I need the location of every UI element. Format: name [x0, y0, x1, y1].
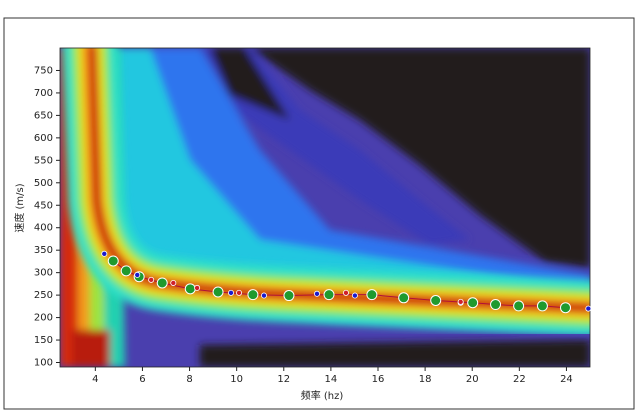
x-tick-label: 6: [139, 374, 145, 385]
picked-point: [366, 289, 378, 301]
x-tick-label: 22: [513, 374, 526, 385]
point: [134, 271, 141, 278]
picked-point: [107, 255, 119, 267]
point: [101, 250, 108, 257]
y-tick-label: 550: [34, 155, 53, 166]
x-tick-label: 20: [466, 374, 479, 385]
picked-point: [430, 295, 442, 307]
point: [194, 284, 201, 291]
y-tick-label: 300: [34, 268, 53, 279]
plot-border: [59, 47, 591, 368]
picked-point: [120, 265, 132, 277]
x-axis-label: 频率 (hz): [301, 389, 344, 402]
picked-point: [184, 283, 196, 295]
point: [585, 305, 592, 312]
picked-point: [490, 299, 502, 311]
point: [351, 292, 358, 299]
y-tick-label: 100: [34, 358, 53, 369]
picked-point: [323, 289, 335, 301]
y-tick-label: 700: [34, 88, 53, 99]
picked-point: [398, 292, 410, 304]
picked-point: [536, 300, 548, 312]
x-tick-label: 14: [325, 374, 338, 385]
y-tick-label: 600: [34, 133, 53, 144]
picked-point: [156, 277, 168, 289]
picked-point: [212, 286, 224, 298]
picked-point: [247, 289, 259, 301]
y-tick-label: 150: [34, 335, 53, 346]
y-axis-label: 速度 (m/s): [13, 183, 26, 232]
point: [228, 289, 235, 296]
picked-point: [560, 302, 572, 314]
y-tick-label: 250: [34, 290, 53, 301]
x-tick-label: 4: [92, 374, 98, 385]
point: [342, 289, 349, 296]
y-tick-label: 350: [34, 245, 53, 256]
y-tick-label: 450: [34, 200, 53, 211]
point: [313, 290, 320, 297]
x-tick-label: 18: [419, 374, 432, 385]
point: [236, 289, 243, 296]
point: [170, 279, 177, 286]
point: [148, 276, 155, 283]
x-tick-label: 16: [372, 374, 385, 385]
picked-point: [467, 297, 479, 309]
y-tick-label: 500: [34, 178, 53, 189]
x-tick-label: 10: [230, 374, 243, 385]
x-tick-label: 8: [186, 374, 192, 385]
picked-point: [283, 290, 295, 302]
y-tick-label: 400: [34, 223, 53, 234]
x-tick-label: 12: [277, 374, 290, 385]
y-tick-label: 750: [34, 65, 53, 76]
y-tick-label: 650: [34, 110, 53, 121]
point: [457, 298, 464, 305]
picked-point: [513, 300, 525, 312]
y-tick-label: 200: [34, 313, 53, 324]
point: [260, 292, 267, 299]
x-tick-label: 24: [560, 374, 573, 385]
dispersion-image: [60, 48, 590, 367]
frame: [3, 17, 635, 410]
